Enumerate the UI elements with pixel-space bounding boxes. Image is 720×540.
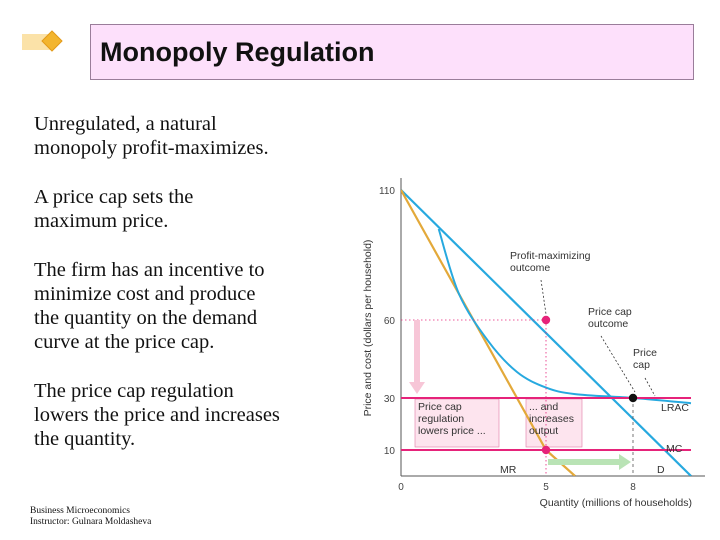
- price-cap-outcome-label: Price cap: [588, 306, 632, 318]
- regulation-lowers-label: Price cap: [418, 401, 462, 413]
- x-axis-label: Quantity (millions of households): [540, 497, 692, 509]
- y-tick-label: 60: [384, 316, 396, 327]
- increases-output-box: [525, 398, 583, 448]
- y-tick-label: 110: [379, 186, 395, 197]
- profit-max-point: [541, 315, 551, 325]
- monopoly-regulation-chart: Price and cost (dollars per household) Qu…: [362, 178, 705, 509]
- price-decrease-arrow-head: [409, 382, 425, 394]
- bullet-1: Unregulated, a natural monopoly profit-m…: [34, 112, 354, 160]
- bullet-4: The price cap regulation lowers the pric…: [34, 379, 354, 451]
- bullet-2-line: A price cap sets the: [34, 186, 194, 208]
- bullet-3-line: The firm has an incentive to: [34, 259, 265, 281]
- bullet-1-line: monopoly profit-maximizes.: [34, 137, 269, 159]
- regulation-lowers-label: lowers price ...: [418, 425, 486, 437]
- mr-mc-point: [541, 445, 551, 455]
- price-cap-outcome-label: outcome: [588, 318, 628, 330]
- mr-label: MR: [500, 464, 517, 476]
- mc-label: MC: [666, 443, 683, 455]
- bullet-2-line: maximum price.: [34, 210, 169, 232]
- demand-label: D: [657, 464, 665, 476]
- slide-title: Monopoly Regulation: [100, 37, 375, 67]
- lrac-label: LRAC: [661, 402, 689, 414]
- bullet-2: A price cap sets the maximum price.: [34, 185, 354, 233]
- profit-max-label: Profit-maximizing: [510, 250, 591, 262]
- y-axis-label: Price and cost (dollars per household): [362, 240, 374, 417]
- diamond-logo-icon: [22, 30, 63, 52]
- title-box: Monopoly Regulation: [90, 24, 694, 80]
- profit-max-leader: [540, 279, 547, 315]
- y-tick-label: 30: [384, 394, 396, 405]
- price-cap-outcome-leader: [600, 335, 636, 393]
- price-cap-leader: [644, 377, 656, 397]
- regulation-lowers-label: regulation: [418, 413, 464, 425]
- price-cap-label: cap: [633, 359, 650, 371]
- footer: Business Microeconomics Instructor: Guln…: [30, 506, 151, 528]
- footer-course: Business Microeconomics: [30, 506, 131, 516]
- price-cap-outcome-point: [628, 393, 638, 403]
- bullet-list: Unregulated, a natural monopoly profit-m…: [34, 112, 354, 476]
- bullet-4-line: the quantity.: [34, 428, 136, 450]
- price-cap-outcome-label-bg: [585, 301, 641, 333]
- increases-output-label: increases: [529, 413, 574, 425]
- bullet-3-line: curve at the price cap.: [34, 331, 215, 353]
- profit-max-label-bg: [507, 245, 603, 277]
- profit-max-label: outcome: [510, 262, 550, 274]
- x-tick-label: 8: [630, 482, 636, 493]
- price-cap-label: Price: [633, 347, 657, 359]
- footer-instructor: Instructor: Gulnara Moldasheva: [30, 517, 152, 527]
- x-tick-label: 0: [398, 482, 404, 493]
- bullet-1-line: Unregulated, a natural: [34, 113, 217, 135]
- quantity-increase-arrow-head: [619, 454, 631, 470]
- bullet-3: The firm has an incentive to minimize co…: [34, 258, 354, 354]
- y-tick-label: 10: [384, 446, 396, 457]
- x-tick-label: 5: [543, 482, 549, 493]
- increases-output-label: ... and: [529, 401, 558, 413]
- bullet-3-line: minimize cost and produce: [34, 283, 256, 305]
- bullet-4-line: lowers the price and increases: [34, 404, 280, 426]
- bullet-4-line: The price cap regulation: [34, 380, 234, 402]
- bullet-3-line: the quantity on the demand: [34, 307, 258, 329]
- increases-output-label: output: [529, 425, 558, 437]
